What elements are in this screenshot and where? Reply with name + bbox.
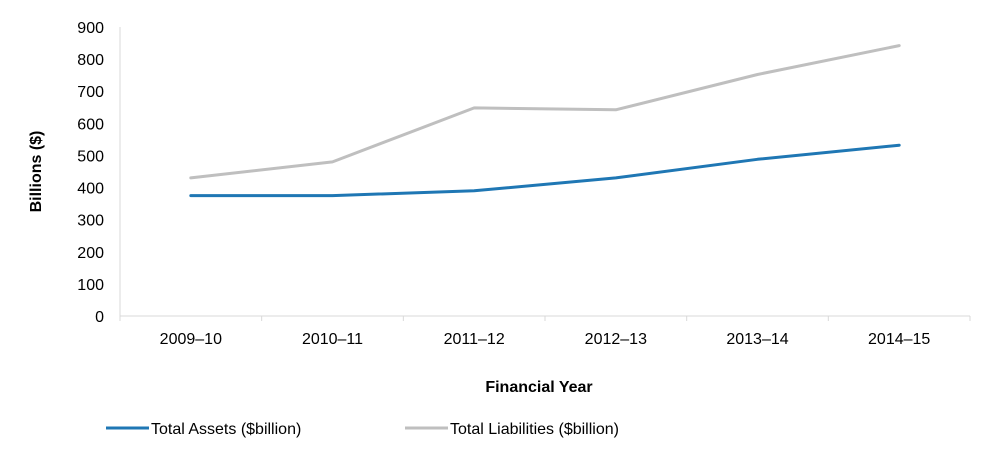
x-tick-label: 2011–12 xyxy=(444,331,505,348)
y-tick-label: 700 xyxy=(77,84,104,101)
y-axis-title: Billions ($) xyxy=(28,131,45,213)
y-tick-label: 500 xyxy=(77,148,104,165)
series-line-total-liabilities xyxy=(189,44,901,180)
series-line-total-assets xyxy=(189,143,901,198)
y-tick-label: 900 xyxy=(77,20,104,37)
legend: Total Assets ($billion) Total Liabilities… xyxy=(106,421,619,438)
y-tick-label: 200 xyxy=(77,245,104,262)
y-tick-label: 600 xyxy=(77,116,104,133)
y-tick-label: 800 xyxy=(77,52,104,69)
legend-label: Total Assets ($billion) xyxy=(151,421,301,438)
x-tick-label: 2009–10 xyxy=(160,331,222,348)
y-axis: 0 100 200 300 400 500 600 700 800 900 xyxy=(77,20,121,326)
y-tick-label: 400 xyxy=(77,181,104,198)
legend-label: Total Liabilities ($billion) xyxy=(450,421,619,438)
x-tick-label: 2014–15 xyxy=(868,331,930,348)
y-tick-label: 300 xyxy=(77,213,104,230)
x-tick-label: 2012–13 xyxy=(585,331,647,348)
y-tick-label: 0 xyxy=(95,309,104,326)
x-axis: 2009–10 2010–11 2011–12 2012–13 2013–14 2014–… xyxy=(119,315,971,348)
y-tick-label: 100 xyxy=(77,277,104,294)
x-tick-label: 2010–11 xyxy=(302,331,363,348)
x-axis-title: Financial Year xyxy=(485,379,592,396)
x-tick-label: 2013–14 xyxy=(726,331,788,348)
series-group xyxy=(189,44,901,198)
